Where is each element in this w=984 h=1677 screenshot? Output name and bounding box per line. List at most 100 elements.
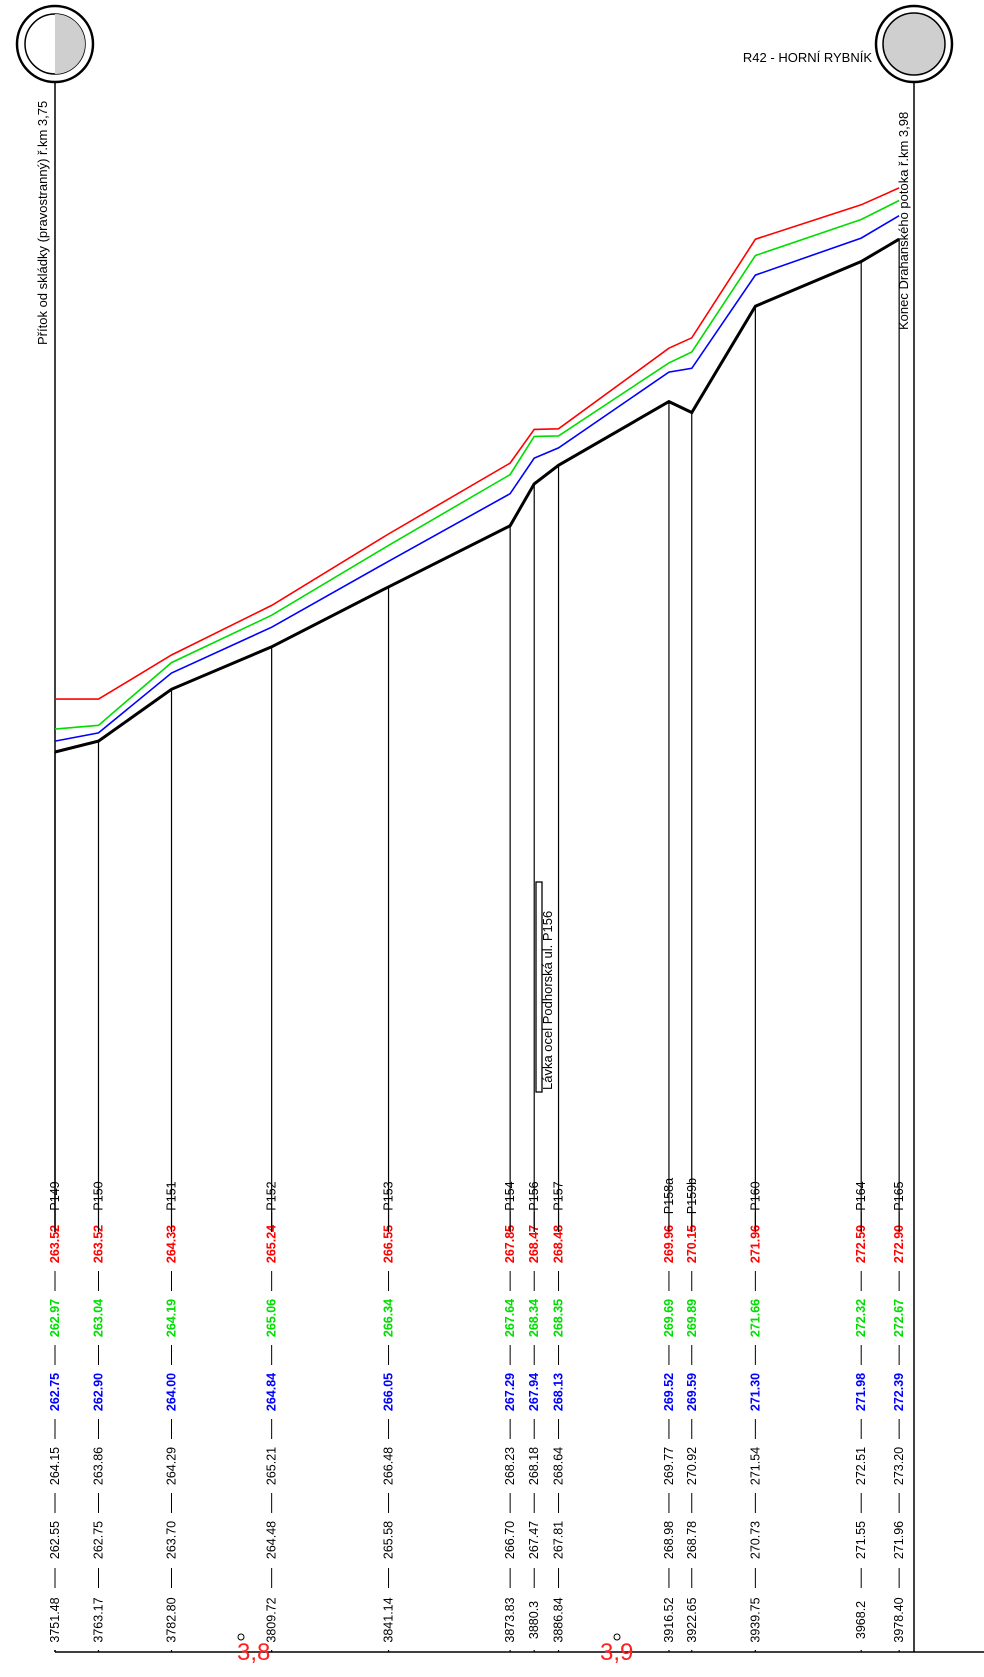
station-red-level-label: 263.52: [91, 1225, 105, 1263]
station-id-label: P153: [382, 1181, 396, 1210]
station-chainage-label: 3916.52: [662, 1597, 676, 1642]
station-chainage-label: 3922.65: [685, 1597, 699, 1642]
station-green-level-label: 269.89: [685, 1299, 699, 1337]
station-blue-level-label: 266.05: [382, 1373, 396, 1411]
station-chainage-label: 3782.80: [165, 1597, 179, 1642]
profile-stations: 3751.48 262.55 264.15 262.75 262.97 263.52 P14…: [47, 239, 908, 1652]
km-mark-3-9: 3,9: [600, 1633, 633, 1666]
station-bed-elevation-label: 265.58: [382, 1521, 396, 1559]
station-bank-elevation-label: 269.77: [662, 1447, 676, 1485]
station-id-label: P165: [892, 1181, 906, 1210]
station-label-backing: [502, 1232, 519, 1650]
station-red-level-label: 263.52: [48, 1225, 62, 1263]
profile-station-p152: 3809.72 264.48 265.21 264.84 265.06 265.24 P15…: [263, 646, 280, 1652]
station-green-level-label: 265.06: [265, 1299, 279, 1337]
station-bed-elevation-label: 266.70: [503, 1521, 517, 1559]
km-label-3-8: 3,8: [237, 1639, 270, 1666]
station-id-label: P157: [552, 1181, 566, 1210]
station-blue-level-label: 264.84: [265, 1373, 279, 1411]
station-label-backing: [263, 1232, 280, 1650]
profile-station-p164: 3968.2 271.55 272.51 271.98 272.32 272.59 P164: [853, 261, 870, 1652]
station-green-level-label: 268.35: [552, 1299, 566, 1337]
station-chainage-label: 3841.14: [382, 1597, 396, 1642]
station-id-label: P152: [265, 1181, 279, 1210]
section-title: R42 - HORNÍ RYBNÍK: [743, 50, 872, 65]
station-blue-level-label: 262.75: [48, 1373, 62, 1411]
station-bed-elevation-label: 267.81: [552, 1521, 566, 1559]
profile-station-p154: 3873.83 266.70 268.23 267.29 267.64 267.85 P15…: [502, 525, 519, 1652]
station-red-level-label: 267.85: [503, 1225, 517, 1263]
station-bank-elevation-label: 263.86: [91, 1447, 105, 1485]
station-bank-elevation-label: 272.51: [854, 1447, 868, 1485]
station-red-level-label: 272.90: [892, 1225, 906, 1263]
station-green-level-label: 262.97: [48, 1299, 62, 1337]
station-id-label: P156: [527, 1181, 541, 1210]
station-blue-level-label: 262.90: [91, 1373, 105, 1411]
station-bed-elevation-label: 267.47: [527, 1521, 541, 1559]
station-green-level-label: 263.04: [91, 1299, 105, 1337]
station-id-label: P150: [91, 1181, 105, 1210]
profile-station-p151: 3782.80 263.70 264.29 264.00 264.19 264.33 P15…: [163, 689, 180, 1652]
station-green-level-label: 264.19: [165, 1299, 179, 1337]
profile-station-p149: 3751.48 262.55 264.15 262.75 262.97 263.52 P14…: [47, 752, 63, 1652]
station-blue-level-label: 272.39: [892, 1373, 906, 1411]
station-label-backing: [163, 1232, 180, 1650]
station-chainage-label: 3978.40: [892, 1597, 906, 1642]
profile-station-p160: 3939.75 270.73 271.54 271.30 271.66 271.96 P16…: [747, 306, 764, 1652]
station-label-backing: [660, 1232, 677, 1650]
station-bank-elevation-label: 268.23: [503, 1447, 517, 1485]
station-blue-level-label: 269.52: [662, 1373, 676, 1411]
station-blue-level-label: 271.30: [748, 1373, 762, 1411]
station-bed-elevation-label: 263.70: [165, 1521, 179, 1559]
station-blue-level-label: 269.59: [685, 1373, 699, 1411]
profile-station-p158a: 3916.52 268.98 269.77 269.52 269.69 269.96 P15…: [660, 401, 677, 1652]
right-reference-label: Konec Drahanského potoka ř.km 3,98: [896, 112, 911, 330]
station-green-level-label: 272.32: [854, 1299, 868, 1337]
station-bank-elevation-label: 264.29: [165, 1447, 179, 1485]
station-blue-level-label: 264.00: [165, 1373, 179, 1411]
station-bank-elevation-label: 270.92: [685, 1447, 699, 1485]
end-circle-symbol: [874, 4, 954, 84]
station-blue-level-label: 267.94: [527, 1373, 541, 1411]
station-chainage-label: 3968.2: [854, 1601, 868, 1639]
profile-station-p157: 3886.84 267.81 268.64 268.13 268.35 268.48 P15…: [550, 465, 567, 1652]
station-bed-elevation-label: 271.96: [892, 1521, 906, 1559]
station-bed-elevation-label: 268.98: [662, 1521, 676, 1559]
station-bed-elevation-label: 262.55: [48, 1521, 62, 1559]
station-green-level-label: 269.69: [662, 1299, 676, 1337]
station-bed-elevation-label: 271.55: [854, 1521, 868, 1559]
station-label-backing: [47, 1232, 63, 1650]
station-bank-elevation-label: 266.48: [382, 1447, 396, 1485]
red-water-level-line: [55, 187, 900, 700]
station-blue-level-label: 267.29: [503, 1373, 517, 1411]
station-red-level-label: 265.24: [265, 1225, 279, 1263]
station-chainage-label: 3751.48: [48, 1597, 62, 1642]
station-bank-elevation-label: 271.54: [748, 1447, 762, 1485]
station-green-level-label: 271.66: [748, 1299, 762, 1337]
profile-station-p150: 3763.17 262.75 263.86 262.90 263.04 263.52 P15…: [90, 741, 107, 1652]
station-label-backing: [90, 1232, 107, 1650]
profile-station-p159b: 3922.65 268.78 270.92 269.59 269.89 270.15 P15…: [683, 412, 700, 1652]
station-chainage-label: 3886.84: [552, 1597, 566, 1642]
station-red-level-label: 270.15: [685, 1225, 699, 1263]
station-bed-elevation-label: 262.75: [91, 1521, 105, 1559]
start-circle-symbol: [15, 4, 95, 84]
station-red-level-label: 269.96: [662, 1225, 676, 1263]
station-green-level-label: 272.67: [892, 1299, 906, 1337]
station-label-backing: [683, 1232, 700, 1650]
station-red-level-label: 268.47: [527, 1225, 541, 1263]
green-water-level-line: [54, 199, 900, 730]
profile-station-p153: 3841.14 265.58 266.48 266.05 266.34 266.55 P15…: [380, 586, 397, 1652]
station-green-level-label: 267.64: [503, 1299, 517, 1337]
left-reference-label: Přítok od skládky (pravostranný) ř.km 3,…: [35, 101, 50, 345]
station-bank-elevation-label: 273.20: [892, 1447, 906, 1485]
bed-line: [54, 237, 900, 754]
station-chainage-label: 3809.72: [265, 1597, 279, 1642]
station-chainage-label: 3939.75: [748, 1597, 762, 1642]
station-id-label: P154: [503, 1181, 517, 1210]
station-green-level-label: 266.34: [382, 1299, 396, 1337]
blue-water-level-line: [54, 215, 900, 742]
profile-station-p156: 3880.3 267.47 268.18 267.94 268.34 268.47 P156: [526, 483, 543, 1652]
station-label-backing: [891, 1232, 908, 1650]
